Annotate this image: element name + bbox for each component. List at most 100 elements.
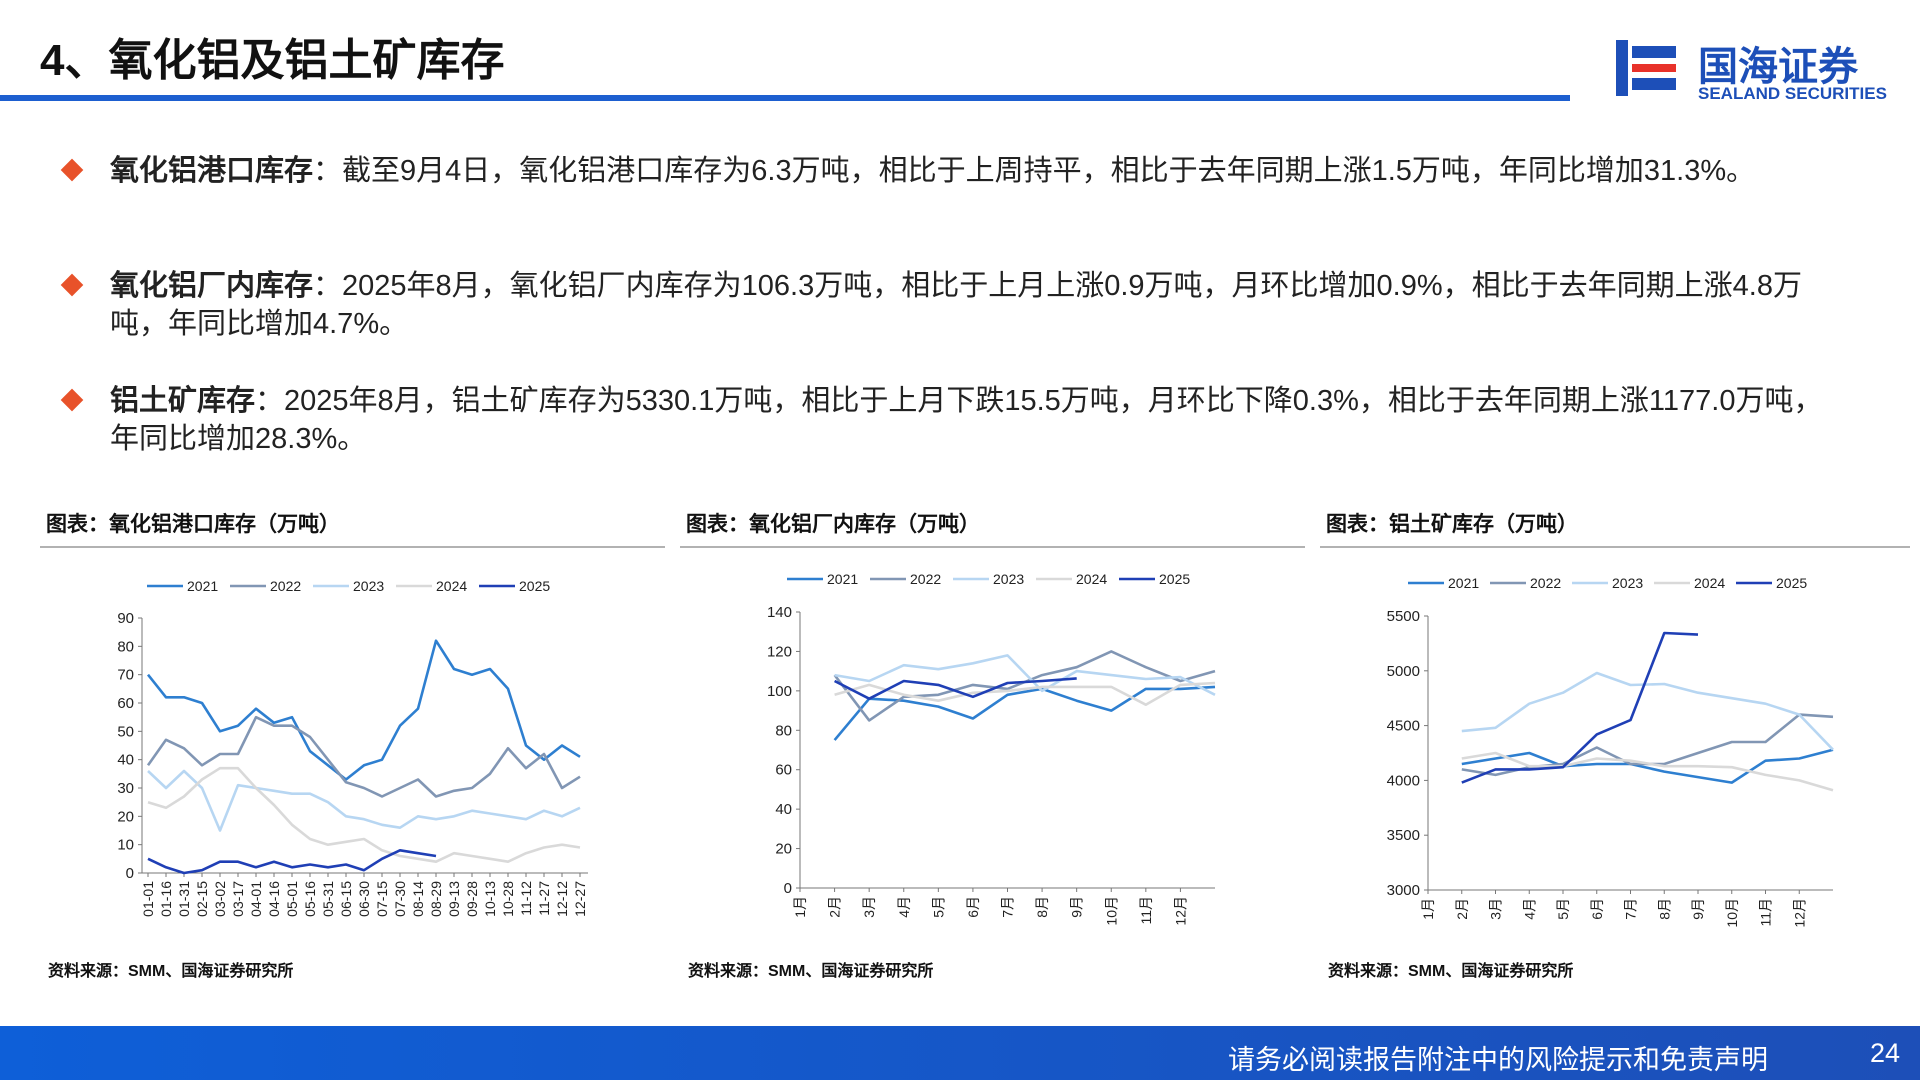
series-line [1461, 631, 1699, 784]
series-line [834, 681, 1216, 706]
y-tick-label: 5500 [1387, 608, 1420, 625]
x-tick-label: 10-13 [482, 881, 498, 917]
y-tick-label: 70 [117, 667, 134, 684]
x-tick-label: 12月 [1791, 898, 1807, 928]
chart: 图表：氧化铝港口库存（万吨） 资料来源：SMM、国海证券研究所 0 10 20 30 40 5… [40, 512, 665, 980]
chart: 图表：铝土矿库存（万吨） 资料来源：SMM、国海证券研究所 3000 3500 4000… [1320, 512, 1910, 980]
y-tick-label: 3500 [1387, 827, 1420, 844]
y-tick-label: 60 [117, 695, 134, 712]
title-rule [0, 95, 1570, 101]
x-tick-label: 10月 [1724, 898, 1740, 928]
x-tick-label: 07-15 [374, 881, 390, 917]
y-tick-label: 30 [117, 780, 134, 797]
y-tick-label: 20 [775, 841, 792, 858]
logo-en: SEALAND SECURITIES [1698, 84, 1887, 103]
legend-label: 2024 [1076, 571, 1107, 587]
x-tick-label: 12月 [1172, 896, 1188, 926]
y-tick-label: 20 [117, 808, 134, 825]
x-tick-label: 04-01 [248, 881, 264, 917]
x-tick-label: 3月 [1488, 898, 1504, 920]
series-line [147, 766, 581, 863]
x-tick-label: 5月 [930, 896, 946, 918]
chart-source: 资料来源：SMM、国海证券研究所 [688, 961, 933, 980]
x-tick-label: 01-31 [176, 881, 192, 917]
logo-cn: 国海证券 [1698, 45, 1858, 89]
series-line [834, 654, 1216, 696]
x-tick-label: 08-14 [410, 881, 426, 917]
bullet-label: 氧化铝厂内库存 [110, 270, 314, 302]
bullet-icon [60, 388, 84, 412]
footer-disclaimer: 请务必阅读报告附注中的风险提示和免责声明 [1228, 1045, 1768, 1075]
legend-label: 2023 [1612, 575, 1643, 591]
y-tick-label: 50 [117, 723, 134, 740]
y-tick-label: 10 [117, 837, 134, 854]
x-tick-label: 05-31 [320, 881, 336, 917]
x-tick-label: 5月 [1555, 898, 1571, 920]
y-tick-label: 4000 [1387, 772, 1420, 789]
x-tick-label: 8月 [1656, 898, 1672, 920]
bullet-text: ：2025年8月，铝土矿库存为5330.1万吨，相比于上月下跌15.5万吨，月环… [110, 385, 1823, 455]
series-line [1461, 751, 1834, 792]
x-tick-label: 1月 [792, 896, 808, 918]
x-tick-label: 05-16 [302, 881, 318, 917]
x-tick-label: 06-30 [356, 881, 372, 917]
legend-label: 2025 [519, 578, 550, 594]
series-line [1461, 713, 1834, 777]
bullet-label: 氧化铝港口库存 [110, 155, 314, 187]
y-tick-label: 80 [117, 638, 134, 655]
x-tick-label: 10月 [1103, 896, 1119, 926]
x-tick-label: 6月 [965, 896, 981, 918]
legend-label: 2022 [1530, 575, 1561, 591]
x-tick-label: 01-16 [158, 881, 174, 917]
series-line [1461, 671, 1834, 751]
x-tick-label: 2月 [827, 896, 843, 918]
chart-source: 资料来源：SMM、国海证券研究所 [1328, 961, 1573, 980]
x-tick-label: 09-13 [446, 881, 462, 917]
chart-title: 图表：铝土矿库存（万吨） [1326, 512, 1578, 536]
legend-label: 2021 [1448, 575, 1479, 591]
x-tick-label: 07-30 [392, 881, 408, 917]
chart-title: 图表：氧化铝厂内库存（万吨） [686, 512, 980, 536]
y-tick-label: 4500 [1387, 718, 1420, 735]
x-tick-label: 12-12 [554, 881, 570, 917]
legend-label: 2025 [1776, 575, 1807, 591]
series-line [1461, 748, 1834, 784]
x-tick-label: 12-27 [572, 881, 588, 917]
x-tick-label: 10-28 [500, 881, 516, 917]
x-tick-label: 03-17 [230, 881, 246, 917]
legend-label: 2022 [910, 571, 941, 587]
y-tick-label: 80 [775, 722, 792, 739]
x-tick-label: 05-01 [284, 881, 300, 917]
x-tick-label: 11-27 [536, 881, 552, 916]
x-tick-label: 11-12 [518, 881, 534, 916]
y-tick-label: 120 [767, 643, 792, 660]
x-tick-label: 2月 [1454, 898, 1470, 920]
chart-title: 图表：氧化铝港口库存（万吨） [46, 512, 340, 536]
x-tick-label: 6月 [1589, 898, 1605, 920]
logo-icon [1616, 40, 1676, 96]
x-tick-label: 8月 [1034, 896, 1050, 918]
bullet-text: ：截至9月4日，氧化铝港口库存为6.3万吨，相比于上周持平，相比于去年同期上涨1… [313, 155, 1756, 187]
bullet-label: 铝土矿库存 [110, 385, 256, 417]
legend-label: 2024 [436, 578, 467, 594]
x-tick-label: 11月 [1758, 898, 1774, 927]
y-tick-label: 40 [775, 801, 792, 818]
y-tick-label: 100 [767, 683, 792, 700]
y-tick-label: 5000 [1387, 663, 1420, 680]
bullet: 氧化铝厂内库存：2025年8月，氧化铝厂内库存为106.3万吨，相比于上月上涨0… [110, 267, 1830, 343]
series-line [146, 639, 581, 781]
series-line [147, 769, 581, 832]
legend-label: 2022 [270, 578, 301, 594]
x-tick-label: 7月 [1000, 896, 1016, 918]
bullet-icon [60, 273, 84, 297]
legend-label: 2021 [187, 578, 218, 594]
x-tick-label: 08-29 [428, 881, 444, 917]
x-tick-label: 02-15 [194, 881, 210, 917]
y-tick-label: 40 [117, 752, 134, 769]
series-line [146, 715, 581, 798]
series-line [833, 685, 1216, 741]
x-tick-label: 09-28 [464, 881, 480, 917]
chart-source: 资料来源：SMM、国海证券研究所 [48, 961, 293, 980]
legend-label: 2025 [1159, 571, 1190, 587]
x-tick-label: 06-15 [338, 881, 354, 917]
